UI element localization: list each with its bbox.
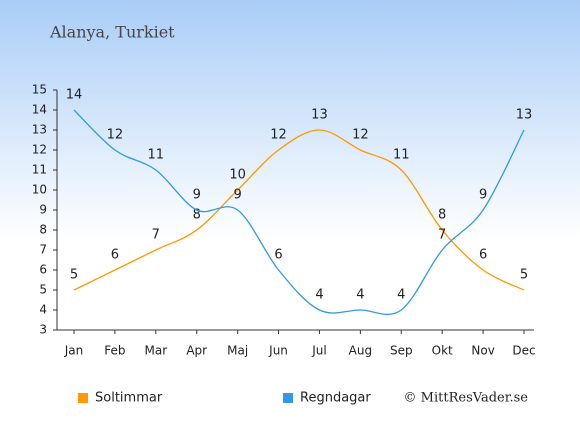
data-label: 4 <box>356 288 364 303</box>
data-label: 12 <box>352 128 369 143</box>
data-label: 9 <box>479 188 487 203</box>
data-label: 5 <box>520 268 528 283</box>
data-label: 5 <box>70 268 78 283</box>
data-label: 14 <box>66 88 83 103</box>
data-label: 6 <box>111 248 119 263</box>
y-tick-label: 13 <box>32 123 47 137</box>
x-tick-label: Jun <box>268 344 288 358</box>
y-tick-label: 7 <box>39 243 47 257</box>
x-tick-label: Maj <box>227 344 248 358</box>
y-tick-label: 15 <box>32 83 47 97</box>
x-tick-label: Jan <box>64 344 84 358</box>
data-label: 4 <box>397 288 405 303</box>
data-label: 6 <box>479 248 487 263</box>
data-label: 9 <box>193 188 201 203</box>
x-tick-label: Okt <box>432 344 453 358</box>
y-tick-label: 3 <box>39 323 47 337</box>
y-tick-label: 9 <box>39 203 47 217</box>
data-label: 11 <box>148 148 165 163</box>
data-label: 11 <box>393 148 410 163</box>
credit: © MittResVader.se <box>404 391 529 406</box>
y-tick-label: 14 <box>32 103 47 117</box>
data-label: 8 <box>193 208 201 223</box>
chart-title: Alanya, Turkiet <box>49 23 175 42</box>
line <box>73 129 525 291</box>
data-label: 13 <box>516 108 533 123</box>
data-label: 10 <box>229 168 246 183</box>
legend-label: Regndagar <box>300 391 371 406</box>
data-label: 8 <box>438 208 446 223</box>
data-label: 4 <box>315 288 323 303</box>
data-label: 7 <box>438 228 446 243</box>
data-label: 12 <box>270 128 287 143</box>
x-tick-label: Sep <box>390 344 413 358</box>
data-label: 12 <box>107 128 124 143</box>
legend-swatch <box>78 393 88 403</box>
y-tick-label: 8 <box>39 223 47 237</box>
x-tick-label: Jul <box>311 344 326 358</box>
data-label: 7 <box>152 228 160 243</box>
x-tick-label: Aug <box>349 344 372 358</box>
legend-swatch <box>283 393 293 403</box>
line <box>73 109 525 316</box>
legend-label: Soltimmar <box>95 391 163 406</box>
x-tick-label: Nov <box>471 344 494 358</box>
x-tick-label: Dec <box>512 344 535 358</box>
data-label: 9 <box>233 188 241 203</box>
y-tick-label: 4 <box>39 303 47 317</box>
y-tick-label: 6 <box>39 263 47 277</box>
data-label: 13 <box>311 108 328 123</box>
x-tick-label: Apr <box>186 344 207 358</box>
x-tick-label: Feb <box>104 344 125 358</box>
y-tick-label: 11 <box>32 163 47 177</box>
data-label: 6 <box>274 248 282 263</box>
y-tick-label: 5 <box>39 283 47 297</box>
y-tick-label: 12 <box>32 143 47 157</box>
x-tick-label: Mar <box>144 344 167 358</box>
y-tick-label: 10 <box>32 183 47 197</box>
